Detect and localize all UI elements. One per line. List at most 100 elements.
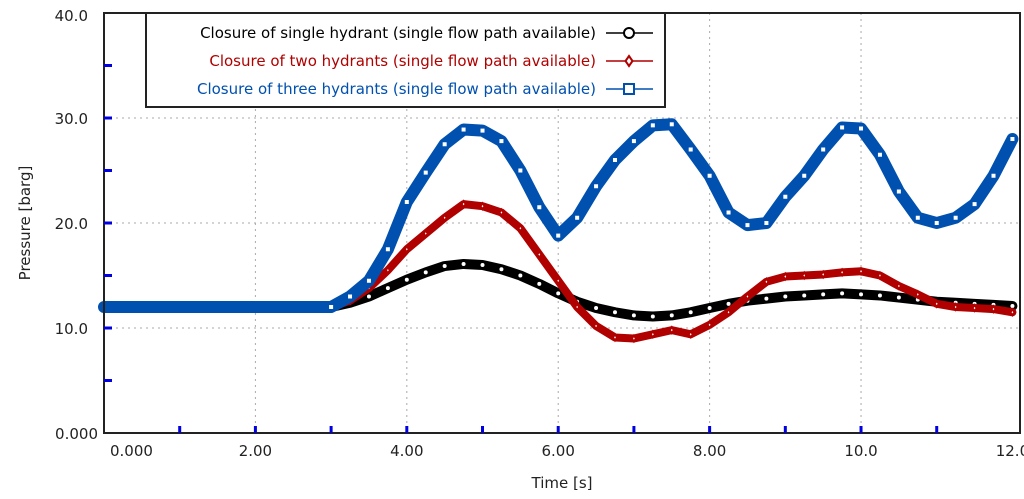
data-point [932, 219, 941, 227]
data-point [516, 166, 525, 175]
data-point [630, 333, 638, 344]
data-point [441, 213, 448, 223]
data-point [895, 281, 903, 291]
data-point [364, 292, 373, 301]
data-point [573, 213, 582, 222]
legend-label-three: Closure of three hydrants (single flow p… [197, 80, 596, 98]
grid [104, 13, 1020, 433]
legend-label-single: Closure of single hydrant (single flow p… [200, 24, 596, 42]
data-point [875, 150, 884, 159]
y-tick-label: 10.0 [55, 320, 88, 338]
data-point [610, 156, 619, 164]
data-point [440, 262, 449, 271]
data-point [894, 293, 903, 302]
data-point [667, 311, 676, 320]
data-point [725, 307, 732, 317]
data-point [857, 290, 866, 299]
data-point [762, 219, 771, 227]
data-point [951, 213, 960, 222]
x-tick-label: 2.00 [239, 442, 272, 460]
data-point [516, 271, 525, 280]
data-point [554, 289, 563, 298]
data-point [800, 291, 809, 300]
data-point [610, 308, 619, 317]
x-tick-label: 8.00 [693, 442, 726, 460]
data-point [554, 231, 563, 240]
data-point [648, 312, 657, 321]
legend-marker-square [623, 83, 635, 95]
data-point [800, 171, 809, 180]
data-point [403, 244, 411, 254]
data-point [686, 308, 695, 317]
y-tick-label: 20.0 [55, 215, 88, 233]
legend-label-two: Closure of two hydrants (single flow pat… [209, 52, 596, 70]
data-point [497, 265, 506, 274]
series-square [98, 118, 1019, 313]
data-point [592, 304, 601, 313]
data-point [667, 120, 676, 129]
y-tick-label: 40.0 [55, 7, 88, 25]
data-point [914, 289, 922, 300]
data-point [573, 302, 581, 312]
data-point [838, 267, 846, 278]
data-point [724, 208, 733, 217]
data-point [970, 200, 979, 209]
data-point [459, 125, 468, 134]
data-point [686, 145, 695, 154]
legend-marker-diamond [624, 54, 634, 68]
data-point [724, 299, 733, 308]
x-tick-label: 10.0 [844, 442, 877, 460]
data-point [384, 265, 392, 275]
data-point [933, 299, 941, 309]
axis-ticks: 0.000 2.00 4.00 6.00 8.00 10.0 12.0 0.000 10.0 20… [55, 7, 1024, 460]
data-point [781, 192, 790, 201]
data-point [800, 270, 808, 281]
data-point [364, 276, 373, 285]
data-point [346, 292, 355, 301]
data-point [819, 145, 828, 154]
data-point [687, 329, 695, 340]
data-point [383, 245, 392, 254]
data-point [763, 277, 770, 287]
data-point [327, 303, 336, 311]
data-point [497, 137, 506, 146]
data-point [819, 290, 828, 299]
data-point [478, 261, 487, 269]
legend-box [145, 12, 666, 108]
x-axis-label: Time [s] [531, 474, 593, 492]
x-tick-label: 0.000 [110, 442, 153, 460]
data-point [479, 201, 486, 211]
data-point [1008, 135, 1017, 143]
data-point [971, 303, 978, 313]
data-point [498, 207, 505, 218]
data-point [383, 284, 392, 293]
data-point [1009, 307, 1016, 317]
data-point [535, 203, 544, 212]
data-point [629, 137, 638, 146]
legend-marker-circle [623, 27, 635, 39]
data-point [517, 223, 524, 233]
data-point [913, 213, 922, 222]
data-point [402, 275, 411, 284]
y-tick-label: 0.000 [55, 425, 98, 443]
data-point [894, 187, 903, 196]
data-point [649, 329, 657, 340]
data-point [706, 320, 713, 330]
data-point [875, 291, 884, 300]
data-point [422, 228, 430, 239]
data-point [629, 311, 638, 320]
data-point [743, 221, 752, 230]
data-point [402, 198, 411, 206]
data-point [990, 304, 997, 314]
data-point [535, 279, 544, 288]
data-point [648, 121, 657, 130]
data-point [478, 126, 487, 135]
data-point [781, 292, 790, 301]
data-point [535, 249, 543, 260]
legend: Closure of single hydrant (single flow p… [145, 12, 666, 108]
data-point [459, 259, 468, 268]
data-point [460, 199, 467, 209]
data-point [989, 171, 998, 180]
data-point [782, 271, 789, 282]
data-point [592, 182, 601, 191]
